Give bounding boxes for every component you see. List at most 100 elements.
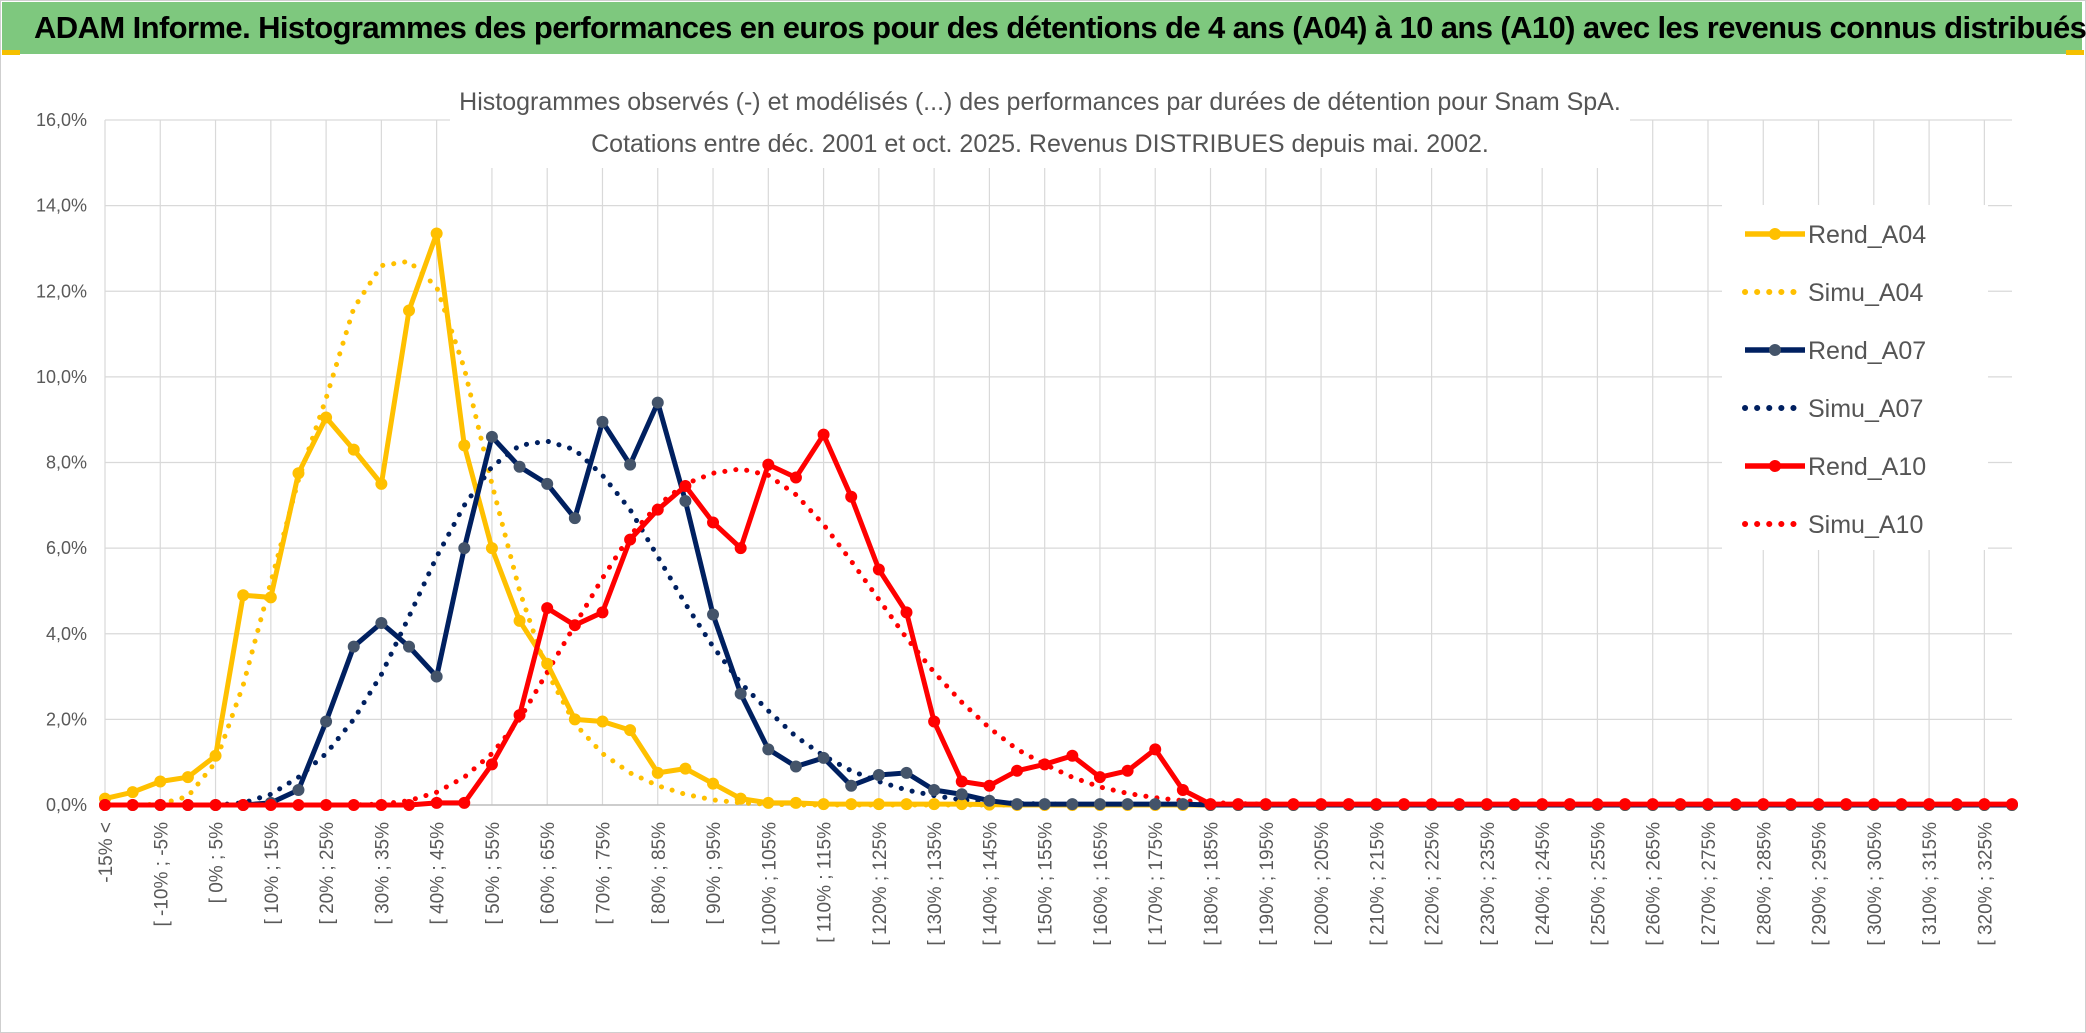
- point-rend_a07: [679, 495, 692, 508]
- point-rend_a10: [651, 503, 664, 516]
- legend-background: [1722, 205, 1988, 550]
- x-tick-label: [ 30% ; 35%: [372, 822, 393, 925]
- point-rend_a10: [1729, 798, 1742, 811]
- point-rend_a10: [1480, 798, 1493, 811]
- x-tick-label: [ 60% ; 65%: [538, 822, 559, 925]
- x-tick-label: [ 140% ; 145%: [980, 822, 1001, 946]
- point-rend_a07: [568, 512, 581, 525]
- point-rend_a07: [928, 784, 941, 797]
- point-rend_a07: [707, 608, 720, 621]
- point-rend_a07: [624, 458, 637, 471]
- point-rend_a04: [375, 477, 388, 490]
- point-rend_a10: [264, 799, 277, 811]
- x-tick-label: [ 130% ; 135%: [925, 822, 946, 946]
- x-tick-label: [ 220% ; 225%: [1423, 822, 1444, 946]
- point-rend_a04: [264, 591, 277, 604]
- point-rend_a10: [955, 775, 968, 788]
- point-rend_a07: [1038, 798, 1051, 811]
- point-rend_a10: [568, 619, 581, 632]
- x-tick-label: [ 250% ; 255%: [1588, 822, 1609, 946]
- point-rend_a07: [320, 715, 333, 728]
- x-tick-label: [ 100% ; 105%: [759, 822, 780, 946]
- point-rend_a04: [403, 304, 416, 317]
- point-rend_a07: [955, 788, 968, 801]
- point-rend_a04: [845, 798, 858, 811]
- point-rend_a07: [789, 760, 802, 773]
- legend-label-rend_a10: Rend_A10: [1808, 453, 1926, 481]
- point-rend_a10: [1840, 798, 1853, 811]
- point-rend_a10: [596, 606, 609, 619]
- point-rend_a04: [458, 439, 471, 452]
- x-tick-label: [ 70% ; 75%: [593, 822, 614, 925]
- point-rend_a10: [320, 799, 333, 811]
- x-tick-label: [ 230% ; 235%: [1478, 822, 1499, 946]
- y-tick-label: 4,0%: [46, 624, 87, 644]
- point-rend_a04: [900, 798, 913, 811]
- y-tick-label: 14,0%: [36, 196, 87, 216]
- point-rend_a10: [347, 799, 360, 811]
- point-rend_a04: [513, 614, 526, 627]
- point-rend_a10: [1950, 798, 1963, 811]
- point-rend_a10: [1646, 798, 1659, 811]
- y-tick-label: 10,0%: [36, 367, 87, 387]
- point-rend_a10: [209, 799, 222, 811]
- point-rend_a10: [845, 490, 858, 503]
- point-rend_a10: [1536, 798, 1549, 811]
- legend-label-simu_a07: Simu_A07: [1808, 395, 1923, 423]
- x-tick-label: [ 270% ; 275%: [1699, 822, 1720, 946]
- point-rend_a10: [734, 542, 747, 555]
- point-rend_a04: [292, 467, 305, 480]
- x-tick-label: [ 160% ; 165%: [1091, 822, 1112, 946]
- point-rend_a10: [2006, 798, 2018, 811]
- point-rend_a10: [1674, 798, 1687, 811]
- legend-marker-rend_a07: [1769, 344, 1781, 356]
- point-rend_a04: [679, 762, 692, 775]
- x-tick-label: [ 20% ; 25%: [317, 822, 338, 925]
- legend-marker-rend_a10: [1769, 460, 1781, 472]
- point-rend_a10: [1867, 798, 1880, 811]
- point-rend_a10: [928, 715, 941, 728]
- point-rend_a10: [513, 709, 526, 722]
- x-tick-label: [ 50% ; 55%: [483, 822, 504, 925]
- point-rend_a10: [403, 799, 416, 811]
- point-rend_a10: [762, 458, 775, 471]
- point-rend_a04: [928, 798, 941, 811]
- y-tick-label: 6,0%: [46, 538, 87, 558]
- point-rend_a10: [126, 799, 139, 811]
- point-rend_a07: [1011, 798, 1024, 811]
- point-rend_a07: [1066, 798, 1079, 811]
- point-rend_a04: [154, 775, 167, 788]
- point-rend_a10: [1011, 764, 1024, 777]
- point-rend_a04: [734, 792, 747, 805]
- point-rend_a10: [707, 516, 720, 529]
- x-tick-label: [ 260% ; 265%: [1644, 822, 1665, 946]
- point-rend_a07: [1149, 798, 1162, 811]
- point-rend_a07: [375, 617, 388, 630]
- y-tick-label: 2,0%: [46, 709, 87, 729]
- corner-accent-right: [2066, 50, 2084, 55]
- point-rend_a10: [541, 602, 554, 615]
- x-tick-label: [ 320% ; 325%: [1975, 822, 1996, 946]
- point-rend_a10: [1149, 743, 1162, 756]
- legend-label-rend_a04: Rend_A04: [1808, 221, 1926, 249]
- point-rend_a10: [99, 799, 111, 811]
- x-tick-label: [ 200% ; 205%: [1312, 822, 1333, 946]
- point-rend_a07: [458, 542, 471, 555]
- point-rend_a10: [1508, 798, 1521, 811]
- point-rend_a10: [1453, 798, 1466, 811]
- y-tick-label: 0,0%: [46, 795, 87, 815]
- point-rend_a10: [1093, 771, 1106, 784]
- point-rend_a07: [817, 751, 830, 764]
- point-rend_a10: [154, 799, 167, 811]
- point-rend_a04: [789, 796, 802, 809]
- point-rend_a07: [651, 396, 664, 409]
- point-rend_a07: [845, 779, 858, 792]
- point-rend_a10: [679, 480, 692, 493]
- point-rend_a10: [1259, 798, 1272, 811]
- y-axis: 0,0% 2,0% 4,0% 6,0% 8,0% 10,0% 12,0% 14,0% 16,0%: [36, 110, 87, 815]
- point-rend_a10: [872, 563, 885, 576]
- point-rend_a04: [541, 657, 554, 670]
- point-rend_a10: [1370, 798, 1383, 811]
- point-rend_a10: [1066, 749, 1079, 762]
